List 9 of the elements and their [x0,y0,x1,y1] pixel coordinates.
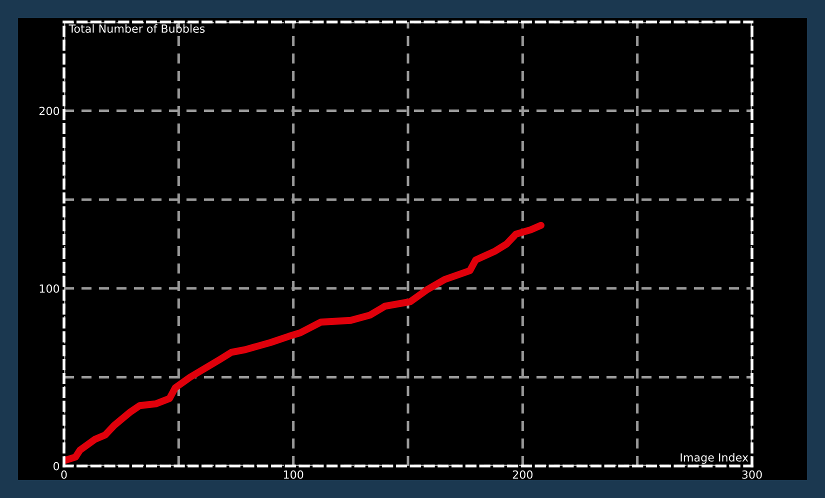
y-tick-label: 0 [53,462,60,470]
x-tick-label: 100 [284,470,304,479]
y-axis-title: Total Number of Bubbles [68,24,205,33]
y-tick-label: 200 [39,106,60,116]
x-tick-label: 200 [512,470,533,479]
x-tick-label: 0 [61,470,67,479]
x-axis-title: Image Index [680,453,748,464]
y-tick-label: 100 [40,284,60,293]
x-tick-label: 300 [742,470,762,479]
